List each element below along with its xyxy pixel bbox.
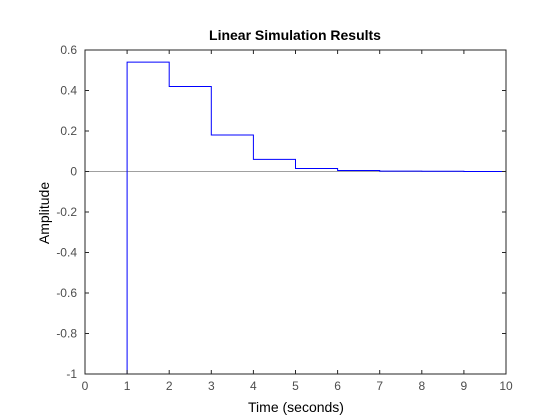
x-tick-label: 8 xyxy=(418,379,425,393)
y-tick-label: 0.4 xyxy=(60,84,77,98)
y-tick-label: -0.6 xyxy=(56,286,77,300)
y-tick-label: -0.2 xyxy=(56,205,77,219)
chart-title: Linear Simulation Results xyxy=(209,27,381,43)
y-tick-label: -1 xyxy=(66,367,77,381)
y-tick-label: 0 xyxy=(70,165,77,179)
y-tick-label: -0.4 xyxy=(56,246,77,260)
x-tick-label: 7 xyxy=(376,379,383,393)
y-tick-label: 0.2 xyxy=(60,124,77,138)
x-tick-label: 4 xyxy=(250,379,257,393)
x-tick-label: 1 xyxy=(124,379,131,393)
plot-area: 0 1 2 3 4 5 6 7 8 9 10 -1 -0.8 -0.6 -0.4 -0.2 0 0.2 0.4 0.6 xyxy=(56,43,513,393)
y-tick-label: -0.8 xyxy=(56,327,77,341)
x-tick-label: 2 xyxy=(166,379,173,393)
x-tick-label: 5 xyxy=(292,379,299,393)
x-tick-label: 0 xyxy=(82,379,89,393)
y-axis-label: Amplitude xyxy=(36,182,52,244)
x-tick-label: 3 xyxy=(208,379,215,393)
x-tick-label: 9 xyxy=(461,379,468,393)
x-tick-label: 6 xyxy=(334,379,341,393)
x-tick-label: 10 xyxy=(499,379,513,393)
plot-background xyxy=(85,50,506,374)
y-tick-label: 0.6 xyxy=(60,43,77,57)
x-axis-label: Time (seconds) xyxy=(248,399,344,415)
